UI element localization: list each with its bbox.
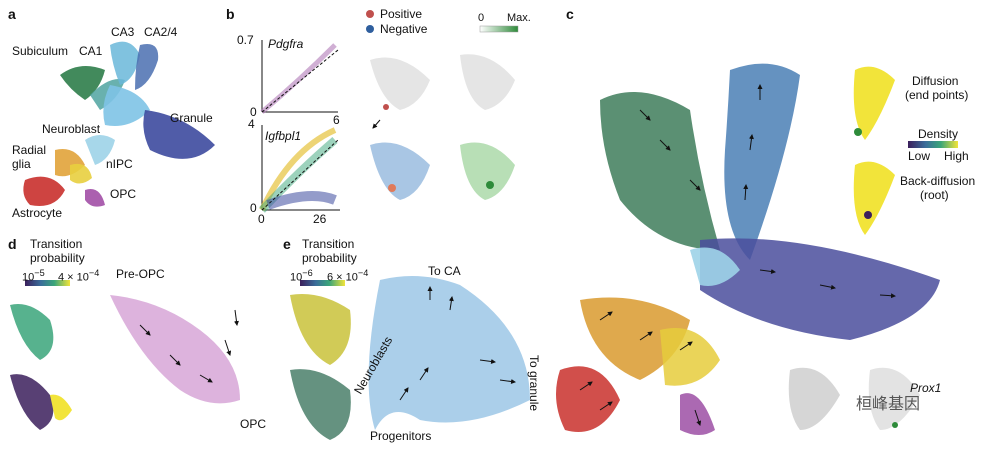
panel-d-scale-min-exp: −5 bbox=[34, 268, 45, 278]
legend-negative-dot bbox=[366, 25, 374, 33]
density-scale-bar bbox=[908, 141, 958, 148]
panel-e-scale-max-exp: −4 bbox=[357, 268, 369, 278]
panel-d-insets bbox=[10, 280, 240, 430]
label-diffusion-2: (end points) bbox=[905, 88, 969, 102]
panel-d-scale-bar bbox=[25, 280, 70, 286]
panel-e-scale-min: 10 bbox=[290, 271, 303, 284]
tick-top-y0: 0 bbox=[250, 105, 257, 119]
gene-pdgfra: Pdgfra bbox=[268, 37, 304, 51]
label-radial-glia-2: glia bbox=[12, 157, 31, 171]
panel-e-insets bbox=[290, 276, 530, 440]
label-diffusion-1: Diffusion bbox=[912, 74, 959, 88]
panel-d-title-2: probability bbox=[30, 251, 85, 265]
panel-c-embedding bbox=[556, 63, 958, 435]
label-neuroblast: Neuroblast bbox=[42, 122, 101, 136]
label-astrocyte: Astrocyte bbox=[12, 206, 63, 220]
panel-b-plot-bottom bbox=[259, 125, 340, 213]
label-density-high: High bbox=[944, 149, 969, 163]
legend-positive: Positive bbox=[380, 7, 423, 21]
legend-negative: Negative bbox=[380, 22, 428, 36]
panel-e-title-1: Transition bbox=[302, 237, 355, 251]
label-granule: Granule bbox=[170, 111, 213, 125]
label-to-ca: To CA bbox=[428, 264, 461, 278]
panel-label-a: a bbox=[8, 6, 16, 22]
panel-e-scale-bar bbox=[300, 280, 345, 286]
tick-top-ymax: 0.7 bbox=[237, 33, 254, 47]
watermark-text: 桓峰基因 bbox=[856, 396, 921, 413]
panel-label-d: d bbox=[8, 236, 17, 252]
label-ca1: CA1 bbox=[79, 44, 103, 58]
label-progenitors: Progenitors bbox=[370, 429, 432, 443]
panel-b-embeddings bbox=[366, 10, 519, 200]
tick-bottom-ymax: 4 bbox=[248, 117, 255, 131]
panel-label-b: b bbox=[226, 6, 235, 22]
panel-label-e: e bbox=[283, 236, 291, 252]
panel-d-scale-max-exp: −4 bbox=[88, 268, 100, 278]
label-nipc: nIPC bbox=[106, 157, 133, 171]
label-radial-glia-1: Radial bbox=[12, 143, 47, 157]
tick-bottom-xmax: 26 bbox=[313, 212, 327, 226]
label-density: Density bbox=[918, 127, 959, 141]
panel-e-title-2: probability bbox=[302, 251, 357, 265]
scale-min: 0 bbox=[478, 12, 485, 24]
label-panel-d-opc: OPC bbox=[240, 417, 267, 431]
label-subiculum: Subiculum bbox=[12, 44, 69, 58]
label-to-granule: To granule bbox=[527, 355, 541, 412]
green-scale-bar bbox=[479, 25, 519, 33]
scale-max: Max. bbox=[507, 12, 531, 24]
panel-label-c: c bbox=[566, 6, 574, 22]
panel-e-scale-max: 6 × 10 bbox=[327, 271, 358, 284]
panel-b-plot-top bbox=[260, 40, 339, 114]
panel-d-scale-max: 4 × 10 bbox=[58, 271, 89, 284]
label-opc: OPC bbox=[110, 187, 137, 201]
tick-bottom-y0: 0 bbox=[250, 201, 257, 215]
label-prox1: Prox1 bbox=[910, 381, 942, 395]
tick-top-xmax: 6 bbox=[333, 113, 340, 127]
gene-igfbpl1: Igfbpl1 bbox=[265, 129, 302, 143]
tick-bottom-x0: 0 bbox=[258, 212, 265, 226]
label-back-diffusion-1: Back-diffusion bbox=[900, 174, 976, 188]
label-back-diffusion-2: (root) bbox=[920, 188, 949, 202]
label-ca24: CA2/4 bbox=[144, 25, 178, 39]
panel-d-scale-min: 10 bbox=[22, 271, 35, 284]
legend-positive-dot bbox=[366, 10, 374, 18]
panel-e-scale-min-exp: −6 bbox=[302, 268, 313, 278]
label-density-low: Low bbox=[908, 149, 931, 163]
panel-d-title-1: Transition bbox=[30, 237, 83, 251]
label-pre-opc: Pre-OPC bbox=[116, 267, 165, 281]
panel-a-embedding bbox=[23, 41, 215, 207]
label-ca3: CA3 bbox=[111, 25, 135, 39]
